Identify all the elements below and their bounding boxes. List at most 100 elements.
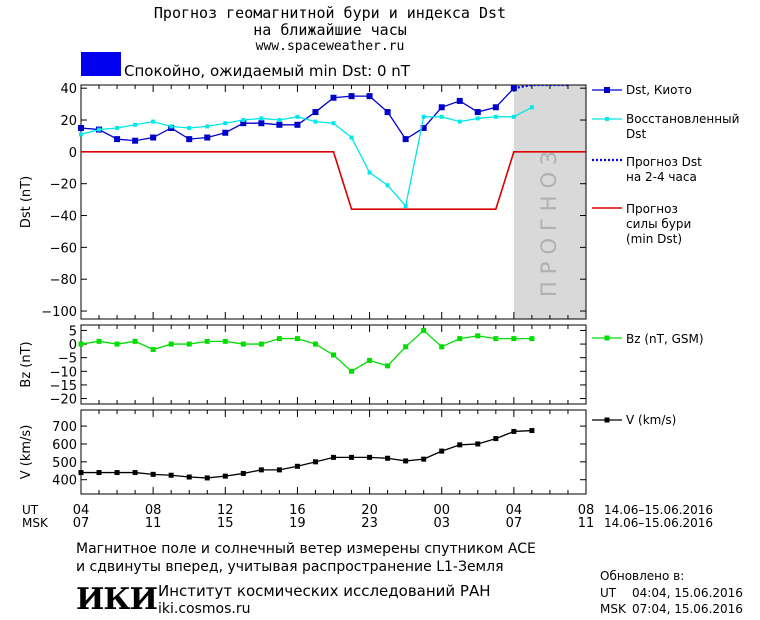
bz-point [367, 357, 373, 363]
dst-restored-point [169, 124, 174, 129]
x-tick-label-msk: 07 [506, 516, 523, 531]
dst-panel-frame [80, 84, 587, 320]
v-point [186, 474, 192, 480]
forecast-band [513, 85, 586, 319]
x-tick-label-ut: 00 [433, 503, 450, 518]
dst-ytick-label: −80 [50, 273, 77, 288]
legend-bz: Bz (nT, GSM) [626, 332, 704, 346]
x-tick-label-msk: 03 [433, 516, 450, 531]
bz-point [331, 352, 336, 358]
dst-ytick-label: −40 [50, 210, 77, 225]
dst-restored-point [259, 116, 264, 121]
dst-restored-point [421, 114, 426, 119]
dst-restored-point [205, 124, 210, 129]
dst-ytick-label: 20 [60, 114, 77, 129]
v-point [78, 470, 84, 476]
bz-ytick-label: 5 [69, 324, 77, 339]
v-point [168, 472, 174, 478]
dst-ytick-label: −20 [50, 178, 77, 193]
dst-forecast-line [513, 85, 568, 90]
v-point [529, 428, 535, 434]
v-point [385, 455, 391, 461]
dst-restored-point [151, 119, 156, 124]
institute-name: Институт космических исследований РАН [158, 582, 491, 600]
v-point [294, 463, 300, 469]
legend-dst-kyoto-swatch-point [604, 87, 610, 93]
bz-point [168, 341, 174, 347]
dst-restored-point [187, 125, 192, 130]
bz-point [511, 336, 517, 342]
dst-restored-point [349, 135, 354, 140]
v-point [331, 454, 336, 460]
legend-storm-forecast: Прогноз силы бури (min Dst) [626, 202, 692, 246]
bz-point [312, 341, 318, 347]
v-point [114, 470, 120, 476]
chart-title: Прогноз геомагнитной бури и индекса Dst [153, 4, 507, 22]
bz-point [222, 338, 228, 344]
dst-kyoto-point [312, 109, 319, 116]
v-point [511, 428, 517, 434]
forecast-band-label: ПРОГНОЗ [537, 144, 561, 297]
bz-point [150, 347, 156, 353]
legend-bz-swatch-point [604, 335, 610, 341]
v-point [222, 473, 228, 479]
dst-restored-point [529, 105, 534, 110]
dst-kyoto-point [204, 134, 211, 141]
v-point [367, 454, 373, 460]
bz-line [81, 329, 532, 373]
dst-restored-point [403, 203, 408, 208]
dst-kyoto-point [384, 109, 391, 116]
dst-kyoto-point [474, 109, 481, 116]
dst-restored-point [385, 183, 390, 188]
bz-point [385, 363, 391, 369]
site-url: www.spaceweather.ru [255, 39, 405, 54]
dst-restored-line [81, 106, 533, 208]
x-tick-label-ut: 08 [578, 503, 595, 518]
bz-point [240, 341, 246, 347]
dst-kyoto-line [81, 87, 515, 142]
dst-kyoto-point [348, 93, 355, 100]
institute-site[interactable]: iki.cosmos.ru [158, 601, 251, 617]
msk-date-range: 14.06–15.06.2016 [604, 516, 714, 530]
dst-ytick-label: 0 [69, 146, 77, 161]
v-point [421, 456, 427, 462]
chart-subtitle: на ближайшие часы [253, 21, 407, 39]
dst-restored-point [295, 114, 300, 119]
footer-note-line1: Магнитное поле и солнечный ветер измерен… [76, 541, 536, 557]
bz-point [529, 336, 535, 342]
bz-ylabel: Bz (nT) [19, 341, 34, 387]
msk-row-label: MSK [22, 516, 48, 530]
updated-ut-label: UT [600, 586, 617, 600]
bz-point [294, 336, 300, 342]
dst-restored-point [475, 116, 480, 121]
bz-point [493, 336, 499, 342]
dst-ytick-label: −100 [41, 305, 77, 320]
v-point [132, 470, 138, 476]
x-tick-label-ut: 16 [289, 503, 306, 518]
v-point [493, 436, 499, 442]
dst-ytick-label: −60 [50, 241, 77, 256]
dst-restored-point [241, 118, 246, 123]
v-point [349, 454, 355, 460]
dst-kyoto-point [294, 121, 301, 128]
updated-msk-label: MSK [600, 602, 626, 616]
bz-point [96, 338, 102, 344]
bz-ytick-label: 0 [69, 338, 77, 353]
footer-note-line2: и сдвинуты вперед, учитывая распростране… [76, 559, 504, 575]
v-point [96, 470, 102, 476]
bz-point [114, 341, 120, 347]
v-point [258, 467, 264, 473]
bz-point [258, 341, 264, 347]
dst-kyoto-point [456, 97, 463, 104]
dst-kyoto-point [114, 136, 121, 143]
x-tick-label-msk: 23 [361, 516, 378, 531]
dst-restored-point [79, 132, 83, 137]
storm-forecast-line [81, 151, 586, 210]
x-tick-label-msk: 07 [73, 516, 90, 531]
dst-restored-point [457, 119, 462, 124]
bz-ytick-label: −10 [50, 365, 77, 380]
x-tick-label-msk: 11 [145, 516, 162, 531]
dst-kyoto-point [420, 124, 427, 131]
ut-row-label: UT [22, 503, 39, 517]
